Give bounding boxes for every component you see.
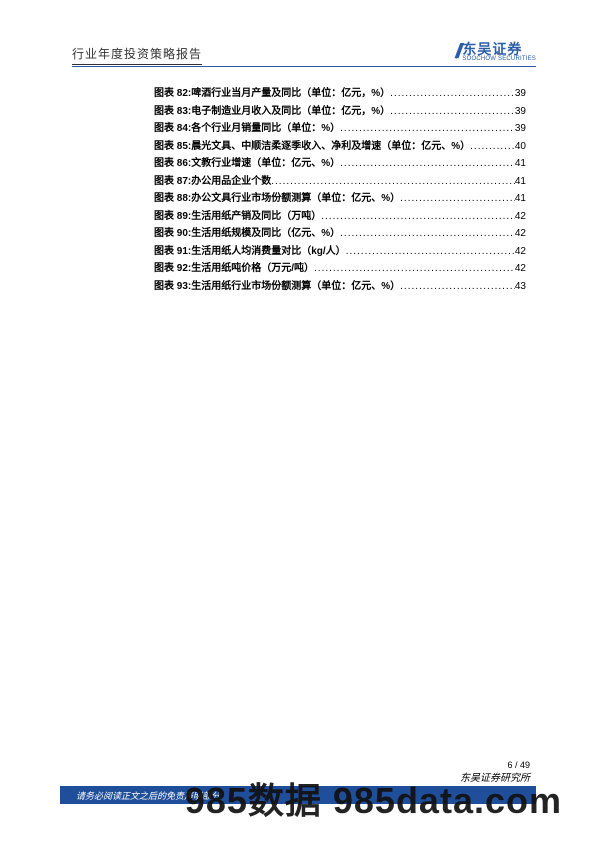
toc-leader-dots <box>390 85 515 103</box>
toc-leader-dots <box>321 208 515 226</box>
table-of-contents: 图表 82: 啤酒行业当月产量及同比（单位：亿元，%）39图表 83: 电子制造… <box>154 85 526 295</box>
page-header: 行业年度投资策略报告 // 东吴证券 SOOCHOW SECURITIES <box>72 42 536 67</box>
toc-leader-dots <box>346 243 515 261</box>
toc-leader-dots <box>470 138 515 156</box>
watermark: 985数据 985data.com <box>185 772 562 824</box>
toc-label: 图表 88: <box>154 190 191 208</box>
toc-row: 图表 85: 晨光文具、中顺洁柔逐季收入、净利及增速（单位：亿元、%） 40 <box>154 138 526 156</box>
toc-label: 图表 87: <box>154 173 191 191</box>
toc-page-number: 42 <box>515 225 526 243</box>
toc-row: 图表 88: 办公文具行业市场份额测算（单位：亿元、%） 41 <box>154 190 526 208</box>
logo-en: SOOCHOW SECURITIES <box>462 56 536 62</box>
toc-leader-dots <box>340 120 515 138</box>
toc-page-number: 41 <box>515 173 526 191</box>
toc-leader-dots <box>340 155 515 173</box>
toc-row: 图表 91: 生活用纸人均消费量对比（kg/人） 42 <box>154 243 526 261</box>
toc-title: 生活用纸规模及同比（亿元、%） <box>191 225 340 243</box>
toc-row: 图表 86: 文教行业增速（单位：亿元、%） 41 <box>154 155 526 173</box>
toc-row: 图表 89: 生活用纸产销及同比（万吨） 42 <box>154 208 526 226</box>
logo-slash-icon: // <box>455 42 458 62</box>
header-title: 行业年度投资策略报告 <box>72 45 202 62</box>
toc-page-number: 43 <box>515 278 526 296</box>
logo-text: 东吴证券 SOOCHOW SECURITIES <box>462 42 536 62</box>
toc-title: 生活用纸产销及同比（万吨） <box>191 208 321 226</box>
toc-leader-dots <box>340 225 515 243</box>
toc-leader-dots <box>314 260 515 278</box>
toc-page-number: 42 <box>515 260 526 278</box>
toc-title: 办公文具行业市场份额测算（单位：亿元、%） <box>191 190 400 208</box>
toc-page-number: 39 <box>515 85 526 103</box>
toc-row: 图表 82: 啤酒行业当月产量及同比（单位：亿元，%） 39 <box>154 85 526 103</box>
company-logo: // 东吴证券 SOOCHOW SECURITIES <box>455 42 536 62</box>
toc-leader-dots <box>400 278 515 296</box>
toc-title: 啤酒行业当月产量及同比（单位：亿元，%） <box>191 85 390 103</box>
toc-page-number: 41 <box>515 155 526 173</box>
toc-row: 图表 83: 电子制造业月收入及同比（单位：亿元，%） 39 <box>154 103 526 121</box>
toc-row: 图表 90: 生活用纸规模及同比（亿元、%） 42 <box>154 225 526 243</box>
toc-title: 晨光文具、中顺洁柔逐季收入、净利及增速（单位：亿元、%） <box>191 138 470 156</box>
page: 行业年度投资策略报告 // 东吴证券 SOOCHOW SECURITIES 图表… <box>0 0 596 842</box>
toc-title: 电子制造业月收入及同比（单位：亿元，%） <box>191 103 390 121</box>
toc-label: 图表 89: <box>154 208 191 226</box>
toc-label: 图表 86: <box>154 155 191 173</box>
toc-title: 文教行业增速（单位：亿元、%） <box>191 155 340 173</box>
toc-label: 图表 91: <box>154 243 191 261</box>
toc-page-number: 40 <box>515 138 526 156</box>
toc-page-number: 42 <box>515 243 526 261</box>
toc-leader-dots <box>271 173 515 191</box>
toc-title: 办公用品企业个数 <box>191 173 271 191</box>
toc-label: 图表 92: <box>154 260 191 278</box>
toc-row: 图表 92: 生活用纸吨价格（万元/吨） 42 <box>154 260 526 278</box>
toc-leader-dots <box>400 190 515 208</box>
toc-row: 图表 93: 生活用纸行业市场份额测算（单位：亿元、%） 43 <box>154 278 526 296</box>
toc-row: 图表 87: 办公用品企业个数 41 <box>154 173 526 191</box>
toc-page-number: 39 <box>515 120 526 138</box>
toc-label: 图表 90: <box>154 225 191 243</box>
toc-row: 图表 84: 各个行业月销量同比（单位：%） 39 <box>154 120 526 138</box>
toc-title: 生活用纸人均消费量对比（kg/人） <box>191 243 345 261</box>
toc-page-number: 41 <box>515 190 526 208</box>
toc-page-number: 42 <box>515 208 526 226</box>
toc-label: 图表 83: <box>154 103 191 121</box>
logo-cn: 东吴证券 <box>462 42 536 56</box>
toc-label: 图表 93: <box>154 278 191 296</box>
toc-label: 图表 85: <box>154 138 191 156</box>
toc-title: 生活用纸行业市场份额测算（单位：亿元、%） <box>191 278 400 296</box>
toc-page-number: 39 <box>515 103 526 121</box>
toc-title: 各个行业月销量同比（单位：%） <box>191 120 340 138</box>
toc-label: 图表 84: <box>154 120 191 138</box>
toc-title: 生活用纸吨价格（万元/吨） <box>191 260 314 278</box>
toc-leader-dots <box>390 103 515 121</box>
toc-label: 图表 82: <box>154 85 191 103</box>
